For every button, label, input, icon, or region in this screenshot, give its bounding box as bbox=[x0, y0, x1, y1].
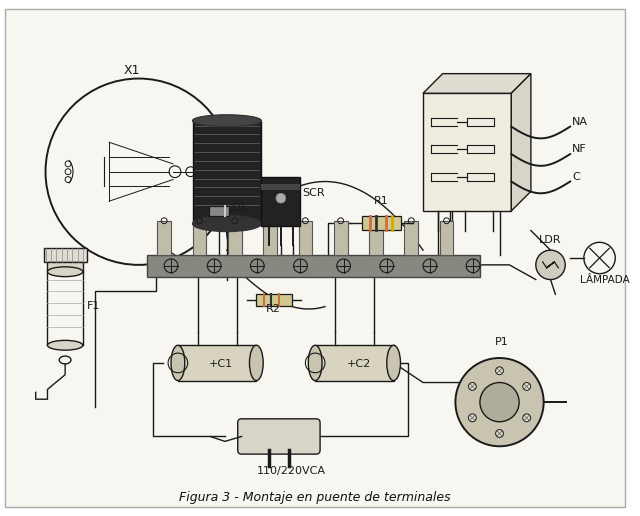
Text: C: C bbox=[572, 171, 580, 182]
Bar bbox=[362, 216, 401, 230]
Bar bbox=[147, 255, 480, 277]
Text: +C1: +C1 bbox=[209, 359, 234, 369]
Bar bbox=[44, 248, 86, 262]
Text: 110/220VCA: 110/220VCA bbox=[257, 466, 326, 476]
Ellipse shape bbox=[193, 216, 261, 232]
Bar bbox=[47, 262, 83, 272]
Circle shape bbox=[536, 250, 565, 280]
Circle shape bbox=[468, 382, 476, 391]
Polygon shape bbox=[423, 74, 531, 93]
Ellipse shape bbox=[47, 341, 83, 350]
Bar bbox=[193, 221, 206, 255]
Bar bbox=[334, 221, 348, 255]
Text: Figura 3 - Montaje en puente de terminales: Figura 3 - Montaje en puente de terminal… bbox=[179, 491, 451, 504]
Circle shape bbox=[276, 194, 285, 203]
Text: R1: R1 bbox=[374, 196, 388, 206]
Text: D1: D1 bbox=[232, 203, 247, 213]
Polygon shape bbox=[511, 74, 531, 211]
Text: NF: NF bbox=[572, 144, 587, 154]
Bar bbox=[228, 221, 242, 255]
Circle shape bbox=[456, 358, 543, 446]
Bar bbox=[369, 221, 383, 255]
Text: LÂMPADA: LÂMPADA bbox=[580, 275, 630, 284]
Ellipse shape bbox=[250, 345, 263, 381]
Text: +C2: +C2 bbox=[346, 359, 371, 369]
Bar bbox=[178, 345, 257, 381]
Circle shape bbox=[495, 367, 504, 375]
Circle shape bbox=[468, 414, 476, 422]
Ellipse shape bbox=[171, 345, 185, 381]
Ellipse shape bbox=[387, 345, 401, 381]
Text: LDR: LDR bbox=[539, 235, 561, 245]
Bar bbox=[209, 206, 229, 216]
Text: SCR: SCR bbox=[303, 188, 325, 198]
Ellipse shape bbox=[308, 345, 322, 381]
Ellipse shape bbox=[47, 267, 83, 277]
Circle shape bbox=[480, 382, 519, 422]
FancyBboxPatch shape bbox=[237, 419, 320, 454]
Bar bbox=[157, 221, 171, 255]
Circle shape bbox=[523, 382, 531, 391]
Circle shape bbox=[495, 430, 504, 438]
Bar bbox=[261, 176, 300, 225]
Text: R2: R2 bbox=[266, 304, 281, 314]
Text: NA: NA bbox=[572, 117, 588, 126]
Bar bbox=[257, 294, 292, 306]
Bar bbox=[315, 345, 394, 381]
Circle shape bbox=[523, 414, 531, 422]
Bar bbox=[261, 184, 300, 190]
Text: P1: P1 bbox=[495, 337, 508, 347]
Bar bbox=[440, 221, 453, 255]
Bar bbox=[298, 221, 312, 255]
Bar bbox=[423, 93, 511, 211]
Bar bbox=[193, 121, 261, 223]
Text: X1: X1 bbox=[124, 63, 140, 77]
Ellipse shape bbox=[193, 115, 261, 126]
Text: F1: F1 bbox=[86, 301, 100, 311]
Bar bbox=[404, 221, 418, 255]
Bar bbox=[263, 221, 277, 255]
